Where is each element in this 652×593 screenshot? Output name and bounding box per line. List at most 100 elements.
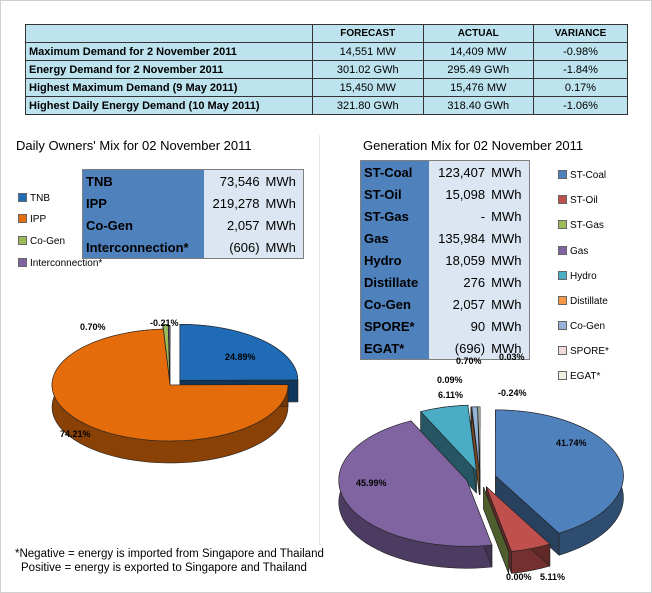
pie-slice-ipp (51, 328, 289, 442)
pie-data-label: 41.74% (556, 438, 587, 448)
source-value: 2,057 (428, 293, 489, 315)
source-unit: MWh (488, 205, 530, 227)
pie-data-label: 0.03% (499, 352, 525, 362)
pie-slice-co-gen (162, 323, 170, 381)
legend-label: Gas (570, 246, 589, 257)
legend-label: Hydro (570, 271, 597, 282)
pie-data-label: 0.00% (506, 572, 532, 582)
table-row: TNB 73,546 MWh (82, 169, 304, 192)
legend-item: Distillate (558, 296, 608, 307)
legend-label: ST-Gas (570, 220, 604, 231)
table-row: IPP 219,278 MWh (82, 192, 304, 214)
source-name: Distillate (360, 271, 429, 293)
legend-swatch (558, 220, 567, 229)
pie-data-label: 0.70% (80, 322, 106, 332)
legend-label: ST-Coal (570, 170, 607, 181)
row-label: Maximum Demand for 2 November 2011 (25, 42, 313, 61)
legend-label: TNB (30, 193, 50, 204)
owner-name: Interconnection* (82, 236, 204, 259)
legend-label: SPORE* (570, 346, 609, 357)
owner-unit: MWh (262, 236, 304, 259)
table-row: SPORE* 90 MWh (360, 315, 530, 337)
legend-item: Co-Gen (558, 321, 605, 332)
source-value: 135,984 (428, 227, 489, 249)
variance-value: -1.06% (533, 96, 628, 115)
pie-slice-gas (338, 420, 493, 547)
owner-value: 73,546 (203, 169, 263, 192)
pie-data-label: 0.70% (456, 356, 482, 366)
table-row: Maximum Demand for 2 November 2011 14,55… (25, 42, 628, 61)
footnote-line-positive: Positive = energy is exported to Singapo… (21, 562, 307, 574)
legend-item: ST-Coal (558, 170, 606, 181)
pie-slice-st-coal (495, 409, 624, 534)
legend-swatch (558, 371, 567, 380)
legend-swatch (558, 346, 567, 355)
actual-value: 318.40 GWh (422, 96, 534, 115)
source-unit: MWh (488, 293, 530, 315)
pie-slice-tnb (179, 323, 299, 381)
pie-slice-hydro (420, 404, 477, 472)
table-row: EGAT* (696) MWh (360, 337, 530, 360)
pie-data-label: 6.11% (438, 390, 463, 400)
owner-unit: MWh (262, 169, 304, 192)
source-name: ST-Coal (360, 160, 429, 183)
legend-item: ST-Oil (558, 195, 598, 206)
owner-name: IPP (82, 192, 204, 214)
owners-mix-table: TNB 73,546 MWh IPP 219,278 MWh Co-Gen 2,057 MW… (82, 169, 304, 259)
pie-slice-st-oil (486, 486, 551, 552)
legend-item: TNB (18, 193, 50, 204)
legend-item: Hydro (558, 271, 597, 282)
legend-label: EGAT* (570, 371, 601, 382)
owner-value: (606) (203, 236, 263, 259)
table-row: Distillate 276 MWh (360, 271, 530, 293)
legend-item: SPORE* (558, 346, 609, 357)
owner-name: Co-Gen (82, 214, 204, 236)
legend-swatch (558, 195, 567, 204)
source-unit: MWh (488, 183, 530, 205)
header-forecast: FORECAST (312, 24, 424, 43)
legend-swatch (18, 258, 27, 267)
source-value: 90 (428, 315, 489, 337)
legend-label: IPP (30, 214, 47, 225)
legend-swatch (558, 170, 567, 179)
table-row: Interconnection* (606) MWh (82, 236, 304, 259)
pie-data-label: 24.89% (225, 352, 256, 362)
pie-slice-st-gas (483, 486, 510, 552)
pie-data-label: 5.11% (540, 572, 565, 582)
pie-data-label: 0.09% (437, 375, 463, 385)
source-unit: MWh (488, 160, 530, 183)
owners-mix-title: Daily Owners' Mix for 02 November 2011 (16, 138, 252, 153)
row-label: Energy Demand for 2 November 2011 (25, 60, 313, 79)
source-name: EGAT* (360, 337, 429, 360)
source-value: (696) (428, 337, 489, 360)
source-name: SPORE* (360, 315, 429, 337)
table-row: Gas 135,984 MWh (360, 227, 530, 249)
forecast-value: 15,450 MW (312, 78, 424, 97)
source-unit: MWh (488, 337, 530, 360)
source-name: Co-Gen (360, 293, 429, 315)
legend-item: Interconnection* (18, 258, 102, 269)
pie-data-label: 74.21% (60, 429, 91, 439)
table-row: Hydro 18,059 MWh (360, 249, 530, 271)
table-row: Co-Gen 2,057 MWh (82, 214, 304, 236)
legend-label: Co-Gen (30, 236, 66, 247)
pie-data-label: -0.24% (498, 388, 527, 398)
demand-summary-table: FORECAST ACTUAL VARIANCE Maximum Demand … (25, 24, 628, 115)
source-unit: MWh (488, 249, 530, 271)
owner-name: TNB (82, 169, 204, 192)
forecast-value: 321.80 GWh (312, 96, 424, 115)
source-name: ST-Gas (360, 205, 429, 227)
generation-mix-table: ST-Coal 123,407 MWh ST-Oil 15,098 MWh ST-Gas… (360, 160, 530, 360)
owner-unit: MWh (262, 214, 304, 236)
legend-swatch (558, 296, 567, 305)
legend-label: Interconnection* (30, 258, 103, 269)
source-value: 15,098 (428, 183, 489, 205)
header-variance: VARIANCE (533, 24, 628, 43)
owner-value: 2,057 (203, 214, 263, 236)
pie-slice-interconnection- (168, 325, 171, 383)
source-name: Gas (360, 227, 429, 249)
source-value: 18,059 (428, 249, 489, 271)
footnote: *Negative = energy is imported from Sing… (15, 547, 324, 575)
owners-pie-chart: 24.89% 74.21% 0.70% -0.21% (51, 318, 299, 464)
